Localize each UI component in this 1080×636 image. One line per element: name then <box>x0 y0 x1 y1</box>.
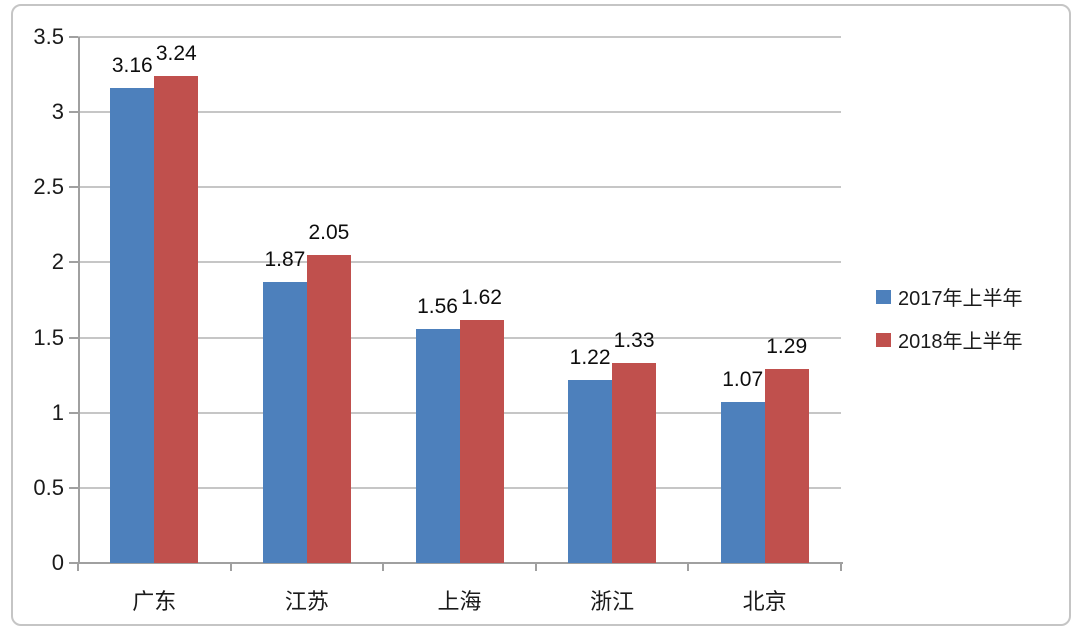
bar-2018年上半年-广东 <box>154 76 199 563</box>
bar-2018年上半年-北京 <box>764 369 809 563</box>
x-axis-category-label: 广东 <box>132 589 177 614</box>
y-axis-label: 0.5 <box>33 474 64 500</box>
y-axis-tick <box>69 336 78 339</box>
data-label: 3.24 <box>155 42 197 65</box>
x-axis-tick <box>382 563 385 571</box>
y-axis-tick <box>69 562 78 564</box>
y-axis-line <box>78 37 80 563</box>
bar-2017年上半年-广东 <box>110 88 155 563</box>
bar-2017年上半年-北京 <box>720 402 765 563</box>
y-axis-tick <box>69 111 78 114</box>
bar-2018年上半年-浙江 <box>612 363 657 563</box>
gridline <box>78 186 841 189</box>
y-axis-tick <box>69 411 78 414</box>
data-label: 1.29 <box>766 335 808 358</box>
x-axis-category-label: 北京 <box>742 589 787 614</box>
y-axis-tick <box>69 261 78 264</box>
gridline <box>78 36 841 38</box>
bar-2018年上半年-江苏 <box>306 255 351 563</box>
legend-swatch-2017 <box>876 289 891 304</box>
data-label: 3.16 <box>111 54 153 77</box>
legend-item: 2018年上半年 <box>876 326 1023 353</box>
bar-2017年上半年-上海 <box>415 329 460 563</box>
y-axis-label: 3.5 <box>33 24 64 49</box>
x-axis-tick <box>534 563 537 571</box>
x-axis-category-label: 江苏 <box>284 589 329 614</box>
y-axis-label: 1 <box>51 399 64 425</box>
data-label: 1.33 <box>613 329 655 352</box>
y-axis-label: 1.5 <box>33 324 64 350</box>
y-axis-label: 2.5 <box>33 174 64 200</box>
legend-item: 2017年上半年 <box>876 283 1023 310</box>
bar-2017年上半年-江苏 <box>262 282 307 563</box>
data-label: 2.05 <box>308 221 350 244</box>
y-axis-label: 2 <box>51 249 64 275</box>
x-axis-tick <box>229 563 232 571</box>
y-axis-label: 3 <box>51 99 64 125</box>
data-label: 1.62 <box>461 286 502 309</box>
x-axis-tick <box>687 563 690 571</box>
gridline <box>78 261 841 264</box>
y-axis-tick <box>69 486 78 489</box>
legend: 2017年上半年 2018年上半年 <box>876 283 1023 369</box>
x-axis-category-label: 上海 <box>437 589 482 614</box>
data-label: 1.22 <box>569 346 611 369</box>
data-label: 1.07 <box>722 368 764 391</box>
bar-2017年上半年-浙江 <box>568 380 613 563</box>
x-axis-category-label: 浙江 <box>590 589 635 614</box>
bar-2018年上半年-上海 <box>459 320 504 563</box>
x-axis-tick <box>77 563 79 571</box>
data-label: 1.87 <box>264 248 306 271</box>
gridline <box>78 111 841 114</box>
y-axis-label: 0 <box>51 550 64 575</box>
legend-label: 2017年上半年 <box>898 288 1023 310</box>
data-label: 1.56 <box>417 295 458 318</box>
x-axis-line <box>78 562 843 564</box>
legend-label: 2018年上半年 <box>898 331 1023 353</box>
x-axis-tick <box>840 563 842 571</box>
legend-swatch-2018 <box>876 332 891 347</box>
y-axis-tick <box>69 36 78 38</box>
y-axis-tick <box>69 186 78 189</box>
